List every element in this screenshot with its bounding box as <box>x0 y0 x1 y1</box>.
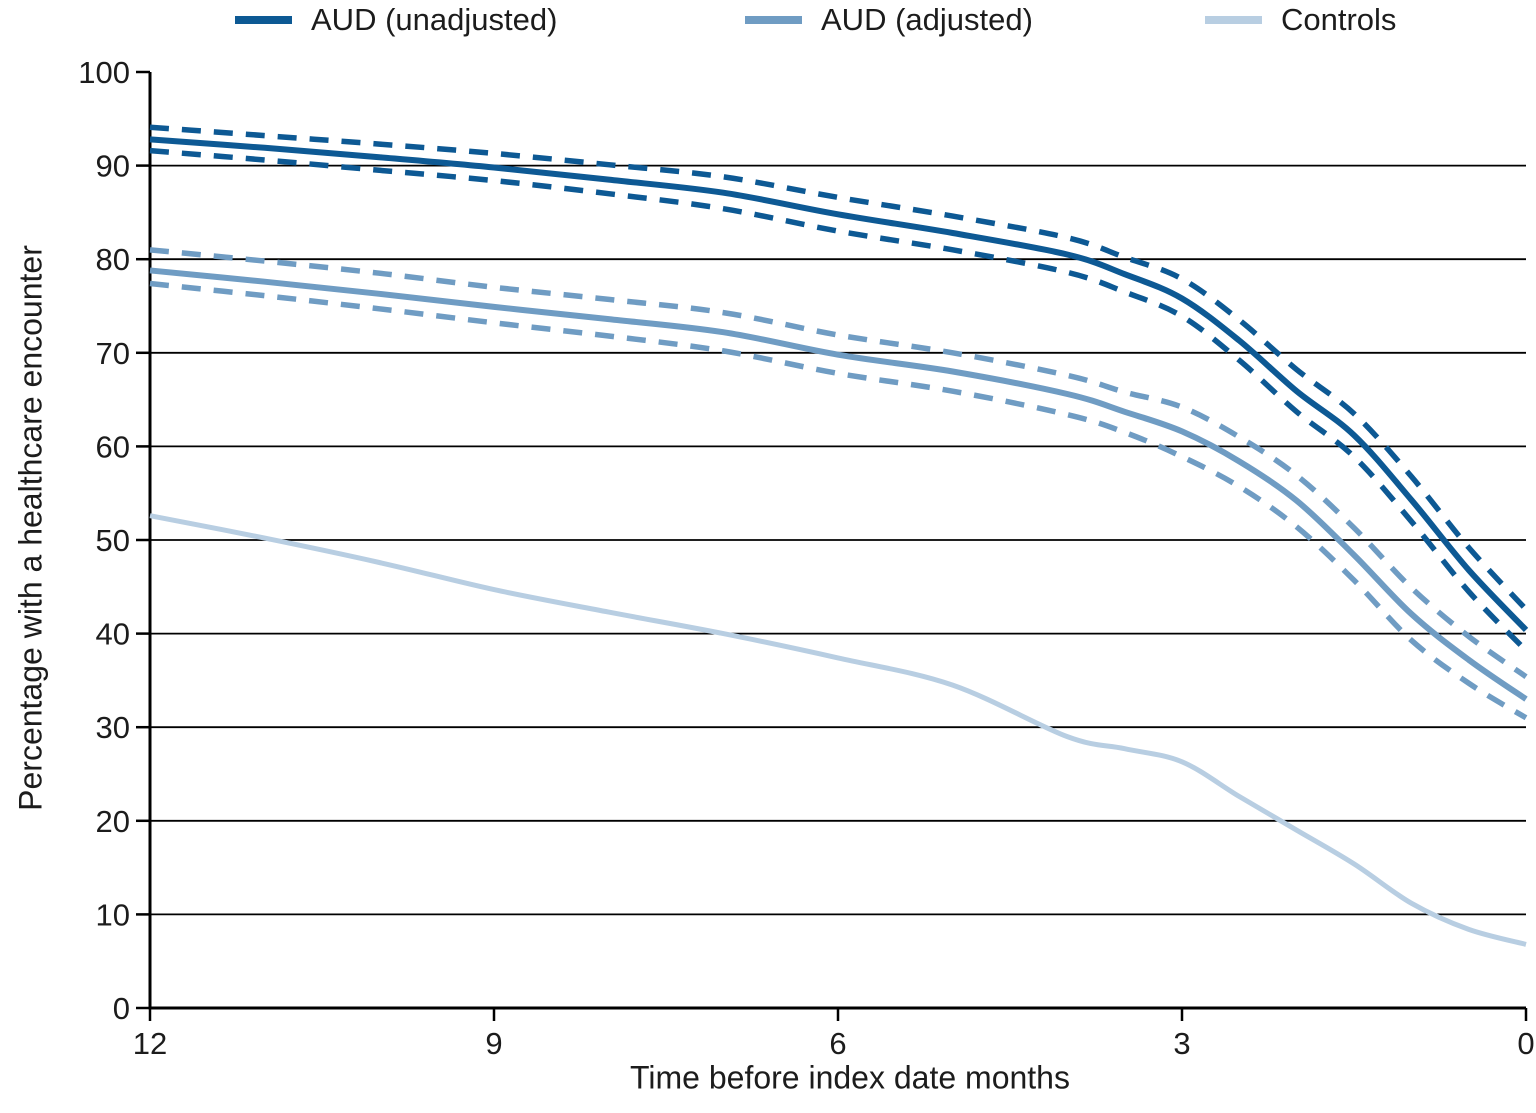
legend-item-controls: Controls <box>1205 2 1396 38</box>
y-tick-label: 80 <box>96 242 130 277</box>
legend-item-aud-unadjusted: AUD (unadjusted) <box>235 2 557 38</box>
legend-swatch-aud-unadjusted <box>235 16 292 24</box>
y-tick-label: 70 <box>96 336 130 371</box>
y-tick-label: 60 <box>96 429 130 464</box>
series-line-aud-unadjusted <box>149 136 1529 632</box>
y-tick-label: 50 <box>96 523 130 558</box>
series-line-aud-adjusted-ci-upper <box>149 247 1528 679</box>
x-tick-label: 6 <box>829 1026 846 1061</box>
y-axis: 0 10 20 30 40 50 60 70 80 90 100 <box>78 55 150 1026</box>
legend-swatch-aud-adjusted <box>745 16 802 24</box>
legend-label-controls: Controls <box>1281 2 1397 37</box>
y-tick-label: 0 <box>113 991 130 1026</box>
x-tick-label: 9 <box>485 1026 502 1061</box>
y-tick-label: 90 <box>96 149 130 184</box>
series-line-controls <box>149 513 1527 947</box>
x-tick-label: 0 <box>1517 1026 1534 1061</box>
x-axis-title: Time before index date months <box>630 1059 1070 1096</box>
legend-label-aud-unadjusted: AUD (unadjusted) <box>311 2 558 37</box>
series-line-aud-adjusted <box>149 267 1528 702</box>
x-tick-label: 3 <box>1173 1026 1190 1061</box>
legend-item-aud-adjusted: AUD (adjusted) <box>745 2 1033 38</box>
legend-swatch-controls <box>1205 16 1262 24</box>
series-lines <box>149 124 1529 947</box>
x-axis: 12 9 6 3 0 <box>133 1008 1535 1061</box>
y-tick-label: 10 <box>96 897 130 932</box>
series-line-aud-unadjusted-ci-lower <box>149 147 1528 653</box>
y-tick-label: 30 <box>96 710 130 745</box>
legend-label-aud-adjusted: AUD (adjusted) <box>821 2 1033 37</box>
y-tick-label: 40 <box>96 617 130 652</box>
x-tick-label: 12 <box>133 1026 167 1061</box>
y-tick-label: 100 <box>78 55 130 90</box>
series-line-aud-unadjusted-ci-upper <box>149 124 1529 612</box>
y-tick-label: 20 <box>96 804 130 839</box>
series-line-aud-adjusted-ci-lower <box>149 280 1528 721</box>
gridlines <box>150 164 1526 916</box>
